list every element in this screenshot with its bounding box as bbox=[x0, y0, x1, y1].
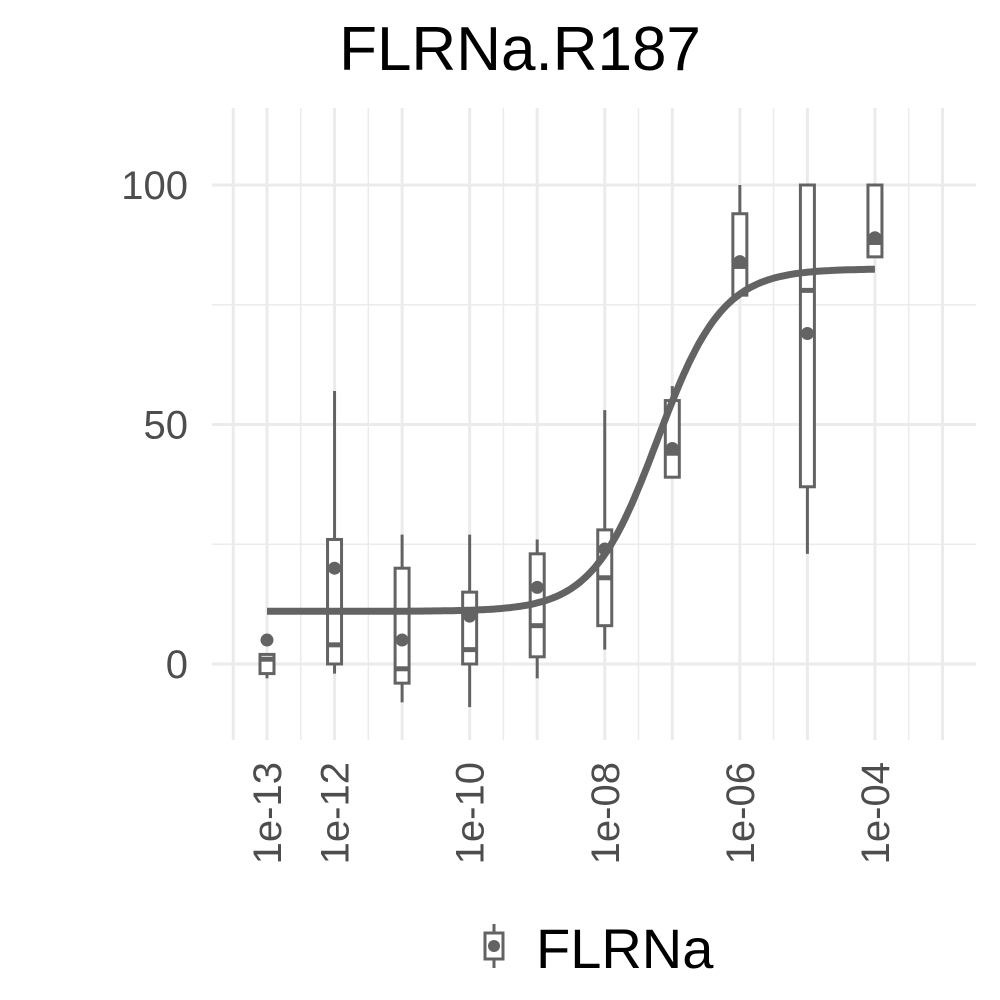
y-axis-ticks: 0 50 100 bbox=[121, 164, 188, 687]
box-mean-point bbox=[665, 441, 679, 455]
box-mean-point bbox=[395, 633, 409, 647]
x-tick-label: 1e-10 bbox=[449, 762, 493, 864]
boxplots bbox=[258, 183, 884, 708]
y-tick-label: 50 bbox=[144, 404, 189, 448]
x-tick-label: 1e-06 bbox=[719, 762, 763, 864]
box-iqr bbox=[731, 212, 749, 297]
box-group bbox=[528, 539, 546, 679]
x-tick-label: 1e-04 bbox=[854, 762, 898, 864]
box-mean-point bbox=[733, 255, 747, 269]
box-iqr bbox=[461, 590, 479, 666]
y-tick-label: 100 bbox=[121, 164, 188, 208]
x-tick-label: 1e-13 bbox=[246, 762, 290, 864]
box-group bbox=[258, 633, 276, 679]
fit-curve bbox=[267, 265, 875, 615]
legend: FLRNa bbox=[483, 917, 714, 980]
box-mean-point bbox=[800, 326, 814, 340]
box-group bbox=[596, 410, 614, 650]
x-tick-label: 1e-08 bbox=[584, 762, 628, 864]
box-iqr bbox=[393, 566, 411, 685]
box-mean-point bbox=[328, 561, 342, 575]
box-iqr bbox=[866, 183, 884, 259]
fit-curve-group bbox=[267, 265, 875, 615]
x-axis-ticks: 1e-13 1e-12 1e-10 1e-08 1e-06 1e-04 bbox=[246, 762, 898, 864]
box-group bbox=[461, 534, 479, 708]
legend-label: FLRNa bbox=[536, 917, 714, 980]
legend-key-icon bbox=[483, 924, 505, 968]
x-tick-label: 1e-12 bbox=[314, 762, 358, 864]
box-group bbox=[866, 183, 884, 259]
box-mean-point bbox=[530, 580, 544, 594]
box-group bbox=[393, 534, 411, 703]
chart-title: FLRNa.R187 bbox=[339, 15, 701, 84]
y-tick-label: 0 bbox=[166, 643, 188, 687]
box-group bbox=[731, 185, 749, 297]
box-mean-point bbox=[868, 231, 882, 245]
box-group bbox=[326, 390, 344, 674]
box-mean-point bbox=[260, 633, 274, 647]
box-group bbox=[798, 183, 816, 554]
